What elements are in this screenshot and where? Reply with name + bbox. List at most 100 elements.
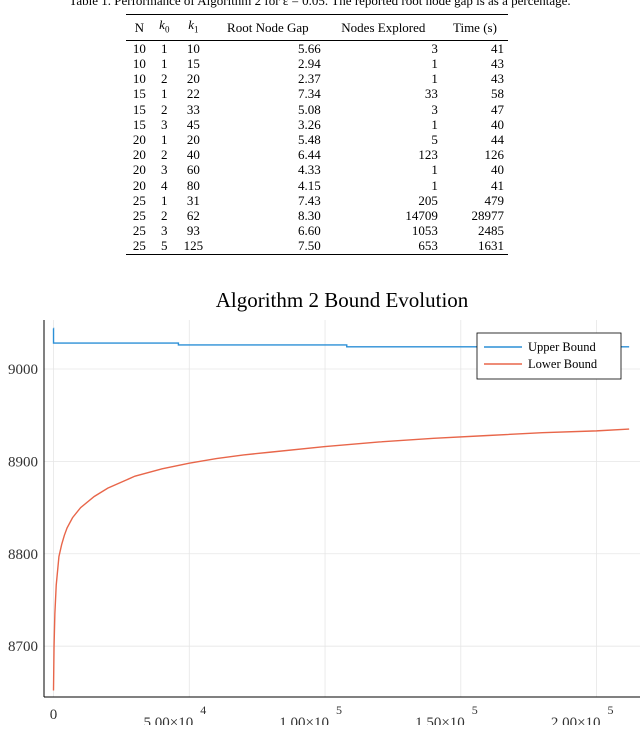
- cell-n: 15: [132, 116, 146, 132]
- header-time: Time (s): [452, 19, 497, 35]
- bound-evolution-chart: 8700 8800 8900 9000 0 5.00×10 4 1.00×10 5 1.50×10…: [0, 278, 640, 730]
- cell-gap: 5.08: [298, 101, 321, 117]
- cell-nodes: 1053: [411, 223, 438, 239]
- cell-k1: 20: [186, 132, 200, 148]
- cell-gap: 7.50: [298, 238, 321, 254]
- cell-k0: 1: [161, 40, 168, 56]
- x-tick-exponent: 4: [200, 703, 206, 717]
- cell-time: 126: [484, 147, 505, 163]
- cell-k1: 45: [186, 116, 200, 132]
- x-tick-label: 0: [50, 707, 58, 723]
- header-k1: k1: [188, 17, 199, 35]
- cell-time: 40: [491, 116, 504, 132]
- cell-k1: 33: [186, 101, 200, 117]
- table-row: 10 2 20 2.37 1 43: [126, 71, 508, 86]
- cell-nodes: 1: [431, 71, 438, 87]
- x-tick-exponent: 5: [336, 703, 342, 717]
- cell-k0: 2: [161, 147, 168, 163]
- cell-nodes: 123: [418, 147, 438, 163]
- chart-title: Algorithm 2 Bound Evolution: [216, 288, 469, 312]
- cell-k1: 62: [186, 208, 200, 224]
- cell-nodes: 5: [431, 132, 438, 148]
- legend-label: Lower Bound: [528, 357, 598, 371]
- x-tick-exponent: 5: [472, 703, 478, 717]
- cell-n: 25: [132, 208, 146, 224]
- cell-gap: 8.30: [298, 208, 321, 224]
- table-row: 20 1 20 5.48 5 44: [126, 132, 508, 147]
- table-row: 20 4 80 4.15 1 41: [126, 178, 508, 193]
- cell-k0: 3: [161, 116, 168, 132]
- table-row: 15 2 33 5.08 3 47: [126, 102, 508, 117]
- cell-nodes: 14709: [405, 208, 438, 224]
- table-row: 15 1 22 7.34 33 58: [126, 86, 508, 101]
- y-tick-label: 9000: [8, 362, 38, 378]
- cell-k0: 1: [161, 56, 168, 71]
- x-tick-label: 1.50×10: [415, 715, 465, 725]
- cell-k1: 40: [186, 147, 200, 163]
- cell-k0: 1: [161, 192, 168, 208]
- cell-gap: 7.34: [298, 86, 321, 102]
- cell-k1: 20: [186, 71, 200, 87]
- cell-nodes: 1: [431, 177, 438, 193]
- cell-k1: 31: [186, 192, 200, 208]
- cell-n: 20: [132, 147, 146, 163]
- cell-k1: 93: [186, 223, 200, 239]
- cell-gap: 6.44: [298, 147, 321, 163]
- y-tick-label: 8800: [8, 547, 38, 563]
- table-row: 20 2 40 6.44 123 126: [126, 147, 508, 162]
- cell-nodes: 1: [431, 162, 438, 178]
- table-row: 25 5 125 7.50 653 1631: [126, 238, 508, 255]
- x-tick-exponent: 5: [608, 703, 614, 717]
- cell-n: 10: [132, 56, 146, 71]
- upper-bound-line: [52, 327, 630, 348]
- cell-n: 20: [132, 132, 146, 148]
- legend-label: Upper Bound: [528, 340, 596, 354]
- table-row: 25 1 31 7.43 205 479: [126, 193, 508, 208]
- cell-k0: 1: [161, 132, 168, 148]
- cell-k0: 3: [161, 162, 168, 178]
- cell-nodes: 33: [424, 86, 438, 102]
- cell-time: 43: [491, 56, 504, 71]
- cell-time: 43: [491, 71, 504, 87]
- cell-k0: 2: [161, 208, 168, 224]
- cell-nodes: 653: [418, 238, 438, 254]
- cell-time: 41: [491, 40, 504, 56]
- cell-k0: 5: [161, 238, 168, 254]
- table-row: 10 1 10 5.66 3 41: [126, 40, 508, 56]
- cell-time: 479: [484, 192, 505, 208]
- cell-n: 10: [132, 71, 146, 87]
- cell-k1: 10: [186, 40, 200, 56]
- cell-n: 25: [132, 238, 146, 254]
- x-tick-label: 5.00×10: [144, 715, 194, 725]
- cell-n: 15: [132, 101, 146, 117]
- cell-k1: 60: [186, 162, 200, 178]
- cell-k0: 4: [161, 177, 168, 193]
- cell-gap: 2.37: [298, 71, 321, 87]
- cell-time: 44: [491, 132, 504, 148]
- cell-n: 10: [132, 40, 146, 56]
- cell-time: 40: [491, 162, 504, 178]
- cell-k0: 2: [161, 71, 168, 87]
- cell-n: 25: [132, 192, 146, 208]
- x-tick-label: 1.00×10: [279, 715, 329, 725]
- table-row: 25 2 62 8.30 14709 28977: [126, 208, 508, 223]
- chart-svg: 8700 8800 8900 9000 0 5.00×10 4 1.00×10 5 1.50×10…: [8, 288, 640, 730]
- cell-nodes: 3: [431, 101, 438, 117]
- cell-nodes: 1: [431, 116, 438, 132]
- lower-bound-line: [52, 428, 630, 691]
- cell-time: 47: [491, 101, 504, 117]
- cell-k1: 80: [186, 177, 200, 193]
- table-row: 25 3 93 6.60 1053 2485: [126, 223, 508, 238]
- cell-time: 2485: [478, 223, 504, 239]
- cell-nodes: 205: [418, 192, 438, 208]
- cell-k0: 1: [161, 86, 168, 102]
- header-n: N: [134, 19, 145, 35]
- cell-time: 58: [491, 86, 504, 102]
- cell-k0: 2: [161, 101, 168, 117]
- cell-time: 1631: [478, 238, 504, 254]
- header-root-node-gap: Root Node Gap: [227, 19, 309, 35]
- legend-box: [476, 332, 622, 380]
- cell-time: 28977: [471, 208, 505, 224]
- cell-n: 15: [132, 86, 146, 102]
- table-header-row: N k0 k1 Root Node Gap Nodes Explored Tim…: [126, 14, 508, 41]
